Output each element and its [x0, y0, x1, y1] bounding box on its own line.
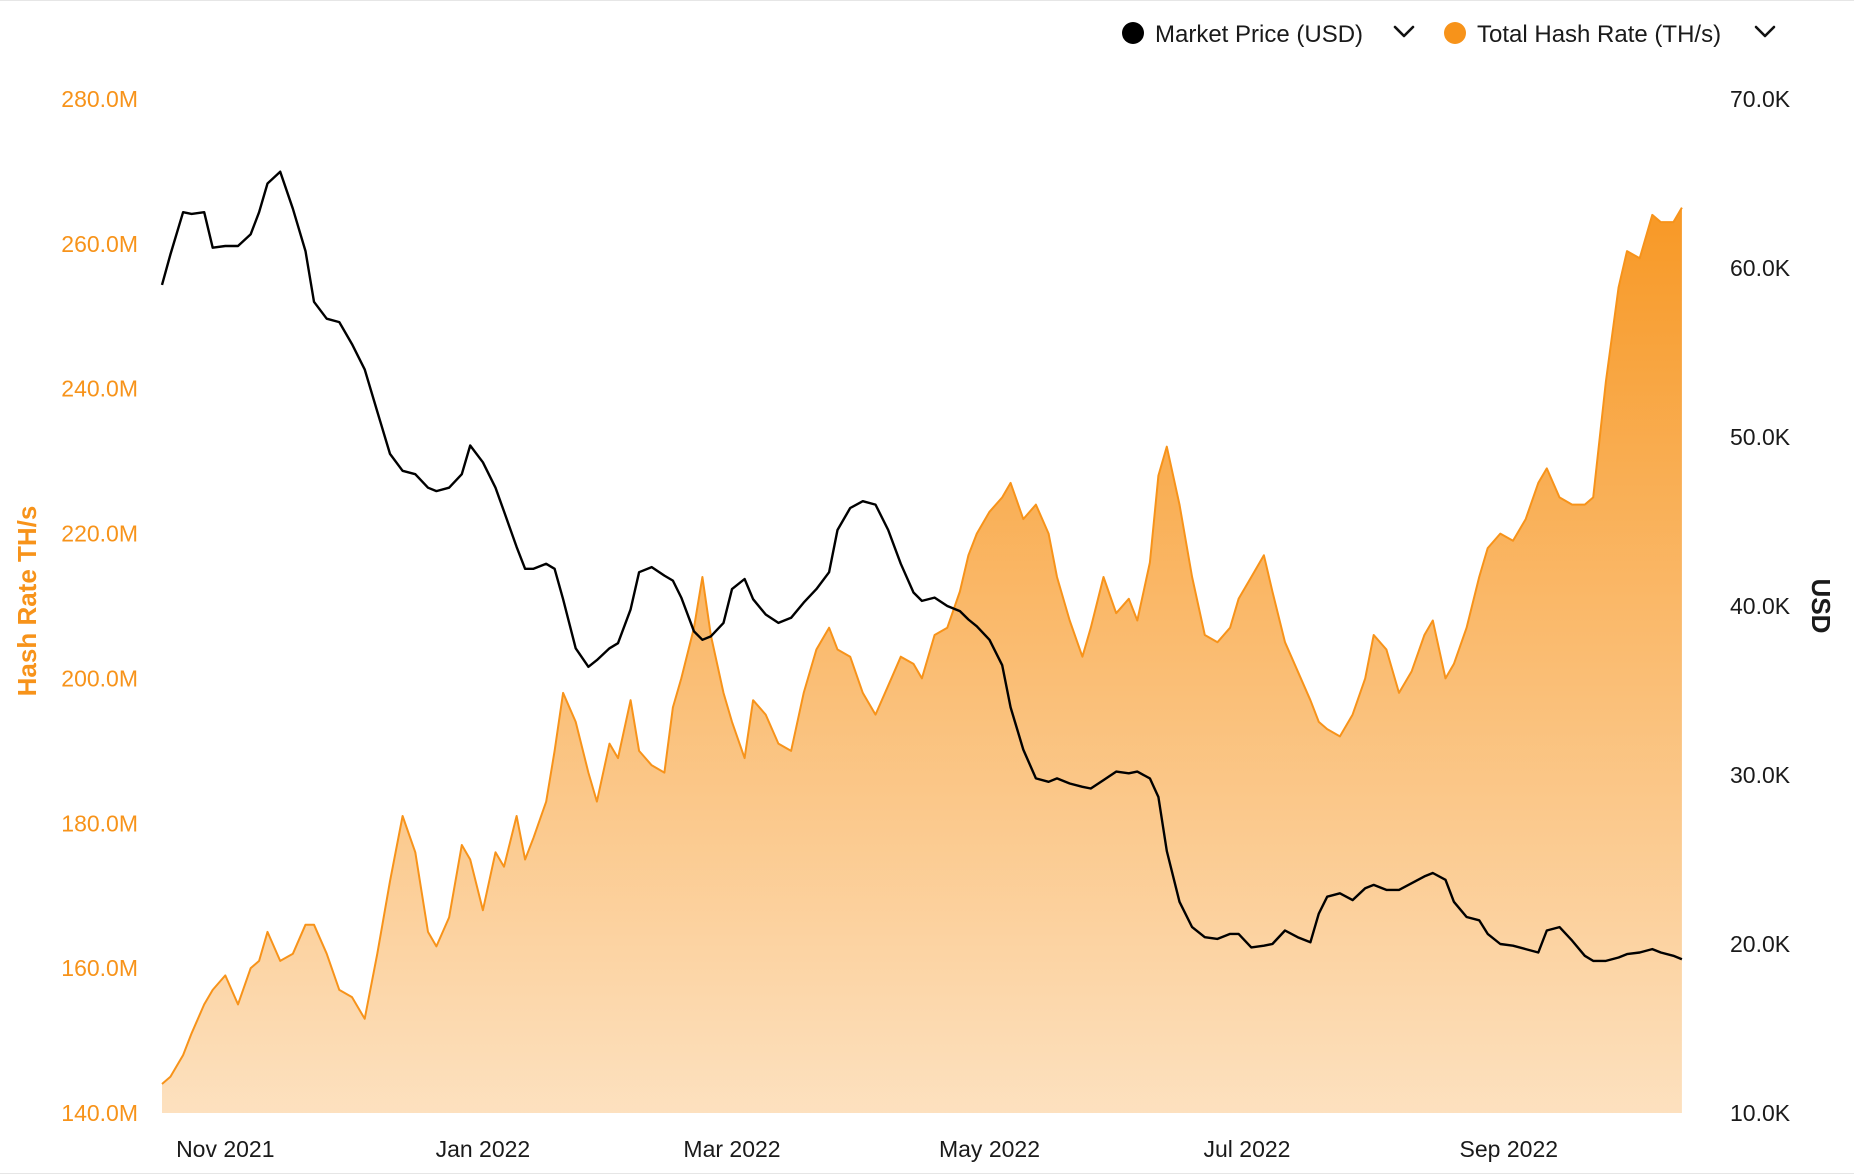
- right-axis-ticks: 10.0K 20.0K 30.0K 40.0K 50.0K 60.0K 70.0K: [1730, 86, 1791, 1126]
- x-tick-label: Sep 2022: [1460, 1136, 1558, 1162]
- left-tick-label: 160.0M: [61, 955, 138, 981]
- right-tick-label: 40.0K: [1730, 593, 1791, 619]
- left-tick-label: 140.0M: [61, 1100, 138, 1126]
- x-tick-label: Jul 2022: [1204, 1136, 1291, 1162]
- right-tick-label: 70.0K: [1730, 86, 1791, 112]
- legend: Market Price (USD) Total Hash Rate (TH/s…: [1122, 21, 1776, 48]
- plot-area: [160, 170, 1683, 1114]
- x-tick-label: Nov 2021: [176, 1136, 274, 1162]
- right-tick-label: 60.0K: [1730, 255, 1791, 281]
- left-tick-label: 180.0M: [61, 810, 138, 836]
- x-tick-label: Jan 2022: [436, 1136, 531, 1162]
- left-tick-label: 200.0M: [61, 665, 138, 691]
- chevron-down-icon[interactable]: [1754, 25, 1776, 38]
- legend-marker-hash-rate: [1444, 22, 1466, 44]
- legend-label-market-price: Market Price (USD): [1155, 21, 1363, 48]
- x-tick-label: Mar 2022: [683, 1136, 780, 1162]
- legend-item-market-price[interactable]: Market Price (USD): [1122, 21, 1415, 48]
- right-tick-label: 20.0K: [1730, 931, 1791, 957]
- hash-rate-area: [162, 207, 1682, 1114]
- legend-marker-market-price: [1122, 22, 1144, 44]
- right-tick-label: 50.0K: [1730, 424, 1791, 450]
- x-axis-ticks: Nov 2021 Jan 2022 Mar 2022 May 2022 Jul 2022…: [176, 1136, 1558, 1162]
- x-tick-label: May 2022: [939, 1136, 1040, 1162]
- right-tick-label: 10.0K: [1730, 1100, 1791, 1126]
- right-tick-label: 30.0K: [1730, 762, 1791, 788]
- left-axis-ticks: 140.0M 160.0M 180.0M 200.0M 220.0M 240.0M 260.…: [61, 86, 138, 1126]
- legend-label-hash-rate: Total Hash Rate (TH/s): [1477, 21, 1721, 48]
- left-tick-label: 240.0M: [61, 376, 138, 402]
- left-tick-label: 280.0M: [61, 86, 138, 112]
- hash-rate-line: [161, 207, 1683, 1085]
- right-axis-title: USD: [1806, 579, 1836, 634]
- market-price-line: [160, 170, 1683, 963]
- left-axis-title: Hash Rate TH/s: [12, 506, 42, 697]
- chevron-down-icon[interactable]: [1393, 25, 1415, 38]
- legend-item-hash-rate[interactable]: Total Hash Rate (TH/s): [1444, 21, 1776, 48]
- left-tick-label: 220.0M: [61, 521, 138, 547]
- left-tick-label: 260.0M: [61, 231, 138, 257]
